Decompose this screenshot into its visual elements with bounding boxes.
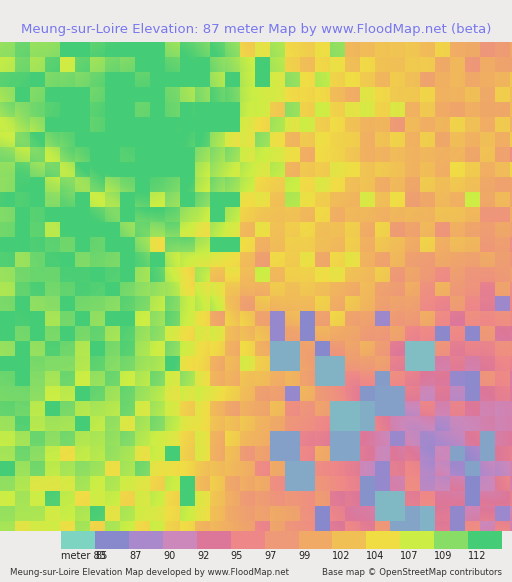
Text: 92: 92	[197, 552, 209, 562]
Bar	[468, 531, 502, 549]
Text: Meung-sur-Loire Elevation Map developed by www.FloodMap.net: Meung-sur-Loire Elevation Map developed …	[10, 568, 289, 577]
Text: 90: 90	[163, 552, 175, 562]
Text: 109: 109	[434, 552, 453, 562]
Text: Meung-sur-Loire Elevation: 87 meter Map by www.FloodMap.net (beta): Meung-sur-Loire Elevation: 87 meter Map …	[21, 23, 491, 37]
Bar	[61, 531, 95, 549]
Bar	[129, 531, 163, 549]
Bar	[95, 531, 129, 549]
Bar	[163, 531, 197, 549]
Text: 99: 99	[298, 552, 311, 562]
Bar	[400, 531, 434, 549]
Bar	[197, 531, 231, 549]
Text: 104: 104	[366, 552, 385, 562]
Bar	[298, 531, 332, 549]
Bar	[434, 531, 468, 549]
Bar	[332, 531, 366, 549]
Text: 87: 87	[129, 552, 141, 562]
Bar	[265, 531, 298, 549]
Text: meter 83: meter 83	[61, 552, 106, 562]
Text: 95: 95	[231, 552, 243, 562]
Text: Base map © OpenStreetMap contributors: Base map © OpenStreetMap contributors	[322, 568, 502, 577]
Text: 107: 107	[400, 552, 419, 562]
Text: 102: 102	[332, 552, 351, 562]
Bar	[231, 531, 265, 549]
Text: 112: 112	[468, 552, 486, 562]
Text: 85: 85	[95, 552, 108, 562]
Bar	[366, 531, 400, 549]
Text: 97: 97	[265, 552, 277, 562]
